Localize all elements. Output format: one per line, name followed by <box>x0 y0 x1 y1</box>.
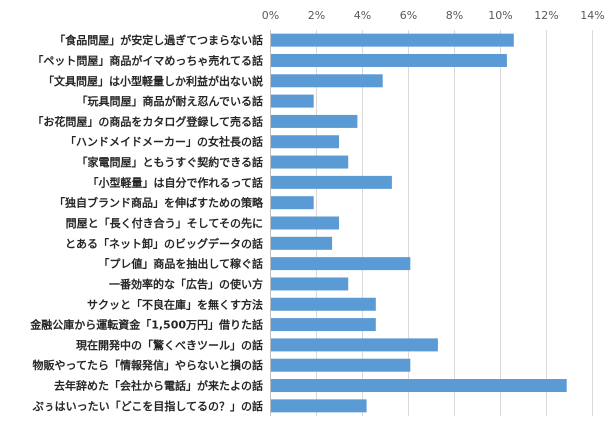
category-label: 去年辞めた「会社から電話」が来たよの話 <box>54 379 263 393</box>
bar <box>271 297 376 311</box>
category-label: とある「ネット卸」のビッグデータの話 <box>65 236 263 250</box>
bar <box>271 175 392 189</box>
x-tick-label: 2% <box>308 9 325 22</box>
bar <box>271 74 383 88</box>
category-label: ぷぅはいったい「どこを目指してるの？」の話 <box>32 399 263 413</box>
x-tick-label: 14% <box>580 9 604 22</box>
x-tick-label: 0% <box>262 9 279 22</box>
x-tick-label: 4% <box>354 9 371 22</box>
bar <box>271 399 367 413</box>
category-labels: 「食品問屋」が安定し過ぎてつまらない話「ペット問屋」商品がイマめっちゃ売れてる話… <box>29 33 264 413</box>
bar <box>271 114 358 128</box>
x-tick-label: 10% <box>488 9 512 22</box>
x-tick-label: 6% <box>400 9 417 22</box>
bar <box>271 318 376 332</box>
category-label: 「ハンドメイドメーカー」の女社長の話 <box>65 135 263 149</box>
category-label: 「ペット問屋」商品がイマめっちゃ売れてる話 <box>32 53 263 67</box>
category-label: 「小型軽量」は自分で作れるって話 <box>88 175 263 189</box>
x-tick-label: 12% <box>534 9 558 22</box>
bar <box>271 216 339 230</box>
bar <box>271 53 507 67</box>
bar <box>271 257 411 271</box>
category-label: 物販やってたら「情報発信」やらないと損の話 <box>33 358 263 372</box>
category-label: 「玩具問屋」商品が耐え忍んでいる話 <box>77 94 263 108</box>
bar <box>271 135 339 149</box>
category-label: 現在開発中の「驚くべきツール」の話 <box>76 338 263 352</box>
category-label: 「食品問屋」が安定し過ぎてつまらない話 <box>54 33 263 47</box>
bar <box>271 379 567 393</box>
category-label: 「プレ値」商品を抽出して稼ぐ話 <box>98 257 263 271</box>
bar <box>271 277 349 291</box>
x-tick-label: 8% <box>446 9 463 22</box>
bar <box>271 236 333 250</box>
category-label: サクッと「不良在庫」を無くす方法 <box>87 297 263 311</box>
category-label: 「家電問屋」ともうすぐ契約できる話 <box>77 155 263 169</box>
category-label: 「独自ブランド商品」を伸ばすための策略 <box>54 196 264 210</box>
bar <box>271 196 314 210</box>
x-axis-ticks: 0% 2% 4% 6% 8% 10% 12% 14% <box>262 9 605 22</box>
bar <box>271 338 438 352</box>
bar <box>271 358 411 372</box>
category-label: 「文具問屋」は小型軽量しか利益が出ない説 <box>43 74 263 88</box>
category-label: 一番効率的な「広告」の使い方 <box>109 277 263 291</box>
category-label: 「お花問屋」の商品をカタログ登録して売る話 <box>32 114 263 128</box>
bar <box>271 94 314 108</box>
bar <box>271 33 514 47</box>
category-label: 金融公庫から運転資金「1,500万円」借りた話 <box>29 318 263 332</box>
bar <box>271 155 349 169</box>
bars <box>271 33 567 413</box>
gridlines <box>270 30 593 416</box>
category-label: 問屋と「長く付き合う」そしてその先に <box>66 216 263 230</box>
